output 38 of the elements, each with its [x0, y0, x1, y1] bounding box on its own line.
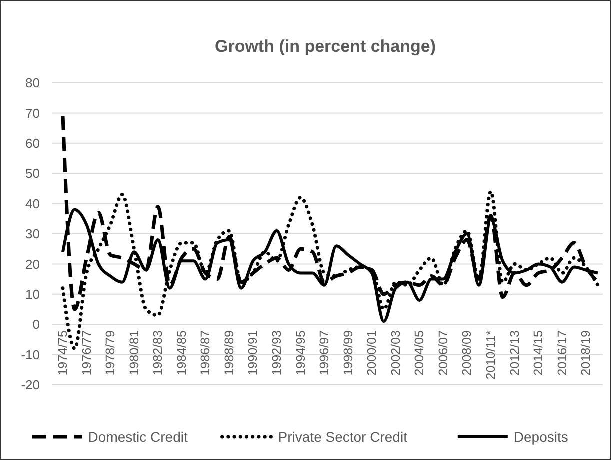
y-tick-label: 20	[26, 256, 40, 272]
x-tick-label: 1984/85	[174, 330, 189, 376]
legend-label: Deposits	[514, 428, 568, 445]
x-tick-label: 2010/11*	[484, 330, 498, 380]
chart-title: Growth (in percent change)	[214, 37, 436, 56]
x-tick-label: 1998/99	[341, 330, 356, 376]
legend-label: Domestic Credit	[88, 428, 188, 445]
x-tick-label: 1990/91	[246, 330, 260, 376]
x-tick-label: 2016/17	[555, 330, 570, 376]
x-tick-label: 2000/01	[365, 330, 380, 376]
x-tick-label: 1996/97	[318, 330, 332, 376]
y-tick-label: 40	[26, 196, 40, 212]
y-tick-label: 70	[26, 106, 40, 121]
x-tick-label: 1980/81	[127, 330, 142, 376]
x-tick-label: 1986/87	[198, 330, 213, 376]
x-tick-label: 2008/09	[460, 330, 474, 376]
y-tick-label: -20	[21, 378, 40, 393]
y-tick-label: 60	[26, 136, 40, 151]
y-tick-label: 0	[32, 317, 40, 332]
x-tick-label: 2002/03	[388, 330, 403, 376]
y-tick-label: -10	[21, 347, 40, 362]
x-tick-label: 2014/15	[532, 330, 546, 376]
x-tick-label: 2004/05	[412, 330, 427, 376]
x-tick-label: 1982/83	[151, 330, 166, 376]
y-tick-label: 80	[26, 76, 40, 91]
x-tick-label: 1992/93	[270, 330, 284, 376]
x-tick-label: 2006/07	[436, 330, 450, 376]
x-tick-label: 1978/79	[104, 330, 118, 376]
y-tick-label: 10	[26, 286, 40, 302]
x-tick-label: 1988/89	[222, 330, 236, 376]
x-tick-label: 1976/77	[80, 330, 94, 376]
x-tick-label: 1994/95	[294, 330, 308, 376]
y-tick-label: 30	[26, 226, 40, 242]
x-tick-label: 1974/75	[56, 330, 70, 376]
legend-label: Private Sector Credit	[278, 428, 408, 445]
x-tick-label: 2012/13	[508, 330, 522, 376]
y-tick-label: 50	[26, 166, 40, 182]
x-tick-label: 2018/19	[579, 330, 594, 376]
